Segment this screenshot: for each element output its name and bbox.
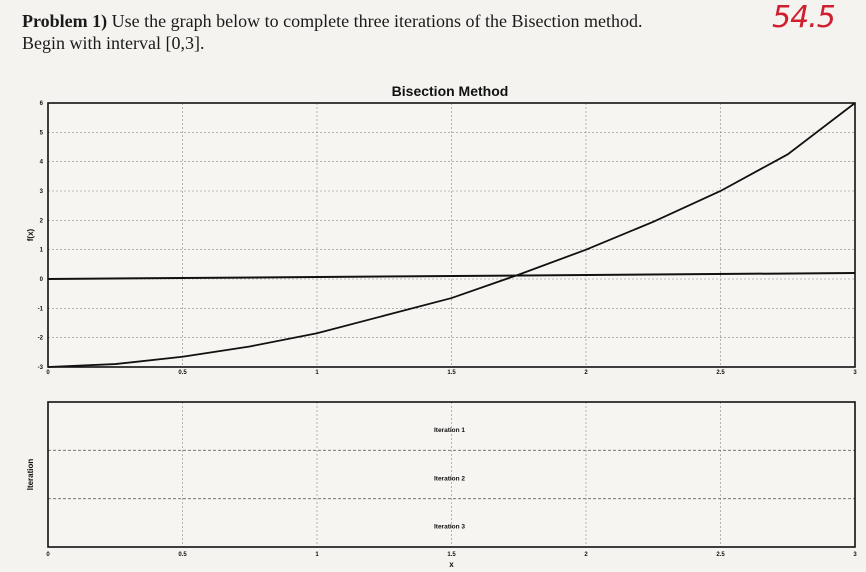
x-axis-label: x xyxy=(449,560,454,569)
y-tick-label: 0 xyxy=(40,277,44,283)
function-curve xyxy=(47,102,856,368)
y-tick-label: -2 xyxy=(38,336,44,342)
y-tick-label: 4 xyxy=(40,160,44,166)
x-tick-label: 0.5 xyxy=(178,370,187,376)
iteration-axis-label: Iteration xyxy=(26,459,35,491)
x-tick-label: 0 xyxy=(46,370,50,376)
handwritten-score: 54.5 xyxy=(772,0,836,35)
x-tick-label: 2 xyxy=(584,370,588,376)
y-tick-label: 1 xyxy=(40,248,44,254)
y-tick-label: -1 xyxy=(38,306,44,312)
problem-line-2: Begin with interval [0,3]. xyxy=(22,33,205,53)
x-tick-label: 0 xyxy=(46,552,50,558)
problem-text-1: Use the graph below to complete three it… xyxy=(111,11,643,31)
zero-line xyxy=(47,272,856,280)
x-tick-label: 1.5 xyxy=(447,370,456,376)
problem-statement: Problem 1) Use the graph below to comple… xyxy=(0,10,760,54)
x-tick-label: 1 xyxy=(315,552,319,558)
y-tick-label: 3 xyxy=(40,189,44,195)
x-tick-label: 3 xyxy=(853,370,857,376)
x-tick-label: 2.5 xyxy=(716,370,725,376)
x-tick-label: 0.5 xyxy=(178,552,187,558)
y-tick-label: -3 xyxy=(38,365,44,371)
iteration-label: Iteration 3 xyxy=(434,524,465,531)
iteration-frame xyxy=(47,401,856,548)
y-tick-label: 5 xyxy=(40,130,44,136)
y-tick-label: 6 xyxy=(40,101,44,107)
y-axis-label: f(x) xyxy=(26,228,35,241)
chart-title: Bisection Method xyxy=(391,83,509,99)
x-tick-label: 2 xyxy=(584,552,588,558)
x-tick-label: 1.5 xyxy=(447,552,456,558)
y-tick-label: 2 xyxy=(40,218,44,224)
problem-label: Problem 1) xyxy=(22,11,108,31)
iteration-label: Iteration 2 xyxy=(434,475,465,482)
x-tick-label: 1 xyxy=(315,370,319,376)
problem-line-1: Problem 1) Use the graph below to comple… xyxy=(0,10,760,32)
x-tick-label: 3 xyxy=(853,552,857,558)
function-plot: 0 0.5 1 1.5 2 2.5 3 -3 -2 -1 0 1 2 3 4 5 6 f(x) xyxy=(26,101,857,376)
x-tick-label: 2.5 xyxy=(716,552,725,558)
iteration-label: Iteration 1 xyxy=(434,427,465,434)
plot-frame xyxy=(47,102,856,368)
iteration-plot: 0 0.5 1 1.5 2 2.5 3 Iteration 1 Iteration 2 Itera… xyxy=(26,401,857,569)
